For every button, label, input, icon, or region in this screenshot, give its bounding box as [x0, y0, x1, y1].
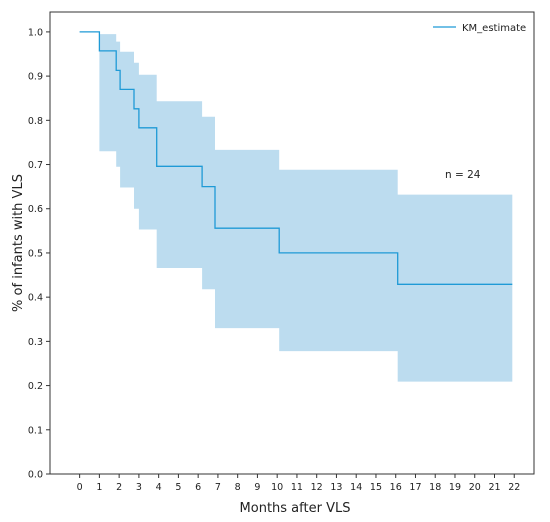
y-tick-label: 0.0 — [28, 470, 43, 481]
x-tick-label: 22 — [508, 482, 520, 493]
x-tick-label: 15 — [370, 482, 382, 493]
legend: KM_estimate — [433, 23, 526, 34]
y-tick-label: 0.7 — [28, 160, 43, 171]
x-axis-ticks: 0 1 2 3 4 5 6 7 8 9 10 11 12 13 14 15 16 17 18 19 20 21 22 — [77, 474, 520, 493]
confidence-band — [79, 31, 513, 382]
x-tick-label: 11 — [291, 482, 303, 493]
x-tick-label: 17 — [409, 482, 421, 493]
y-axis-ticks: 0.0 0.1 0.2 0.3 0.4 0.5 0.6 0.7 0.8 0.9 1.0 — [28, 27, 50, 481]
km-estimate-line — [79, 31, 513, 285]
sample-size-annotation: n = 24 — [445, 169, 481, 181]
x-tick-label: 12 — [311, 482, 323, 493]
legend-label: KM_estimate — [462, 23, 526, 34]
x-tick-label: 7 — [215, 482, 221, 493]
survival-line-layer — [79, 31, 513, 285]
y-tick-label: 0.5 — [28, 248, 43, 259]
x-tick-label: 8 — [235, 482, 241, 493]
x-axis-title: Months after VLS — [240, 501, 351, 516]
x-tick-label: 5 — [175, 482, 181, 493]
y-tick-label: 0.6 — [28, 204, 43, 215]
x-tick-label: 4 — [156, 482, 162, 493]
plot-frame — [49, 11, 535, 475]
x-tick-label: 2 — [116, 482, 122, 493]
y-tick-label: 1.0 — [28, 27, 43, 38]
x-tick-label: 10 — [271, 482, 283, 493]
y-tick-label: 0.4 — [28, 293, 43, 304]
x-tick-label: 21 — [488, 482, 500, 493]
x-tick-label: 13 — [330, 482, 342, 493]
x-tick-label: 19 — [449, 482, 461, 493]
x-tick-label: 14 — [350, 482, 362, 493]
y-tick-label: 0.3 — [28, 337, 43, 348]
x-tick-label: 18 — [429, 482, 441, 493]
y-tick-label: 0.8 — [28, 116, 43, 127]
x-tick-label: 1 — [96, 482, 102, 493]
y-axis-title: % of infants with VLS — [11, 174, 26, 312]
y-tick-label: 0.9 — [28, 72, 43, 83]
x-tick-label: 16 — [390, 482, 402, 493]
confidence-band-layer — [79, 31, 513, 382]
x-tick-label: 0 — [77, 482, 83, 493]
x-tick-label: 9 — [254, 482, 260, 493]
y-tick-label: 0.1 — [28, 425, 43, 436]
x-tick-label: 6 — [195, 482, 201, 493]
y-tick-label: 0.2 — [28, 381, 43, 392]
x-tick-label: 3 — [136, 482, 142, 493]
x-tick-label: 20 — [469, 482, 481, 493]
